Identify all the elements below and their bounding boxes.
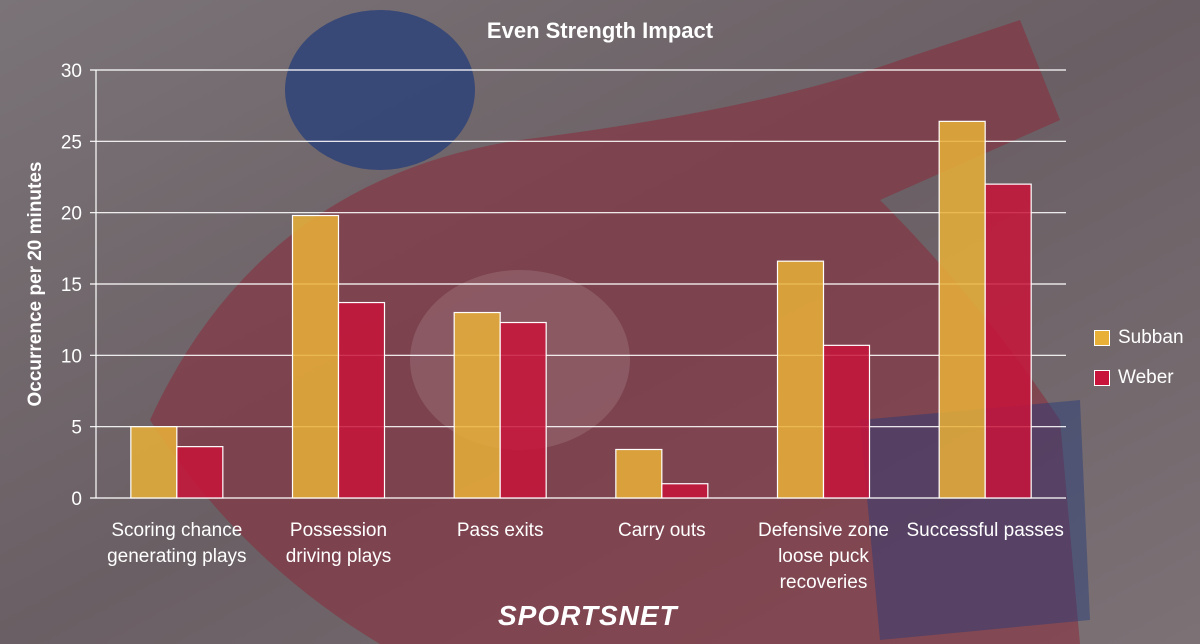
x-category-label: loose puck <box>778 546 869 567</box>
bar-subban <box>291 214 340 499</box>
bar-subban <box>776 260 825 499</box>
x-category-label: recoveries <box>780 572 868 593</box>
bar-weber <box>822 344 871 499</box>
bar-weber <box>499 321 547 499</box>
sportsnet-logo: SPORTSNET <box>498 600 678 632</box>
bar-weber <box>337 301 386 499</box>
bar-subban <box>615 448 663 499</box>
x-category-label: Pass exits <box>457 520 544 541</box>
bar-subban <box>130 426 178 499</box>
legend-swatch-subban <box>1094 330 1110 346</box>
legend-label-subban: Subban <box>1118 327 1184 348</box>
bar-subban <box>938 120 986 499</box>
x-category-label: Successful passes <box>906 520 1063 541</box>
y-tick-label: 10 <box>61 346 82 367</box>
x-category-label: Possession <box>290 520 387 541</box>
y-tick-label: 30 <box>61 61 82 82</box>
bar-weber <box>984 183 1032 499</box>
y-axis-label: Occurrence per 20 minutes <box>25 161 46 407</box>
x-category-labels: Scoring chance generating plays Possession… <box>107 520 1064 593</box>
y-tick-label: 20 <box>61 204 82 225</box>
y-tick-labels: 0 5 10 15 20 25 30 <box>61 61 82 510</box>
logo-text-left: SPORTS <box>498 600 619 631</box>
x-category-label: Defensive zone <box>758 520 889 541</box>
legend: Subban Weber <box>1094 318 1184 398</box>
bar-weber <box>176 446 224 499</box>
y-tick-label: 5 <box>71 418 82 439</box>
legend-swatch-weber <box>1094 370 1110 386</box>
logo-text-right: NET <box>618 600 678 631</box>
bar-weber <box>661 483 709 499</box>
legend-item-weber: Weber <box>1094 358 1184 398</box>
legend-label-weber: Weber <box>1118 367 1174 388</box>
gridlines <box>90 69 1066 499</box>
chart-title: Even Strength Impact <box>486 18 714 43</box>
y-tick-label: 25 <box>61 132 82 153</box>
legend-item-subban: Subban <box>1094 318 1184 358</box>
x-category-label: Scoring chance <box>111 520 242 541</box>
bar-subban <box>453 311 501 499</box>
y-tick-label: 15 <box>61 275 82 296</box>
bars <box>130 120 1032 499</box>
x-category-label: driving plays <box>286 546 392 567</box>
x-category-label: Carry outs <box>618 520 706 541</box>
x-category-label: generating plays <box>107 546 246 567</box>
y-tick-label: 0 <box>71 489 82 510</box>
